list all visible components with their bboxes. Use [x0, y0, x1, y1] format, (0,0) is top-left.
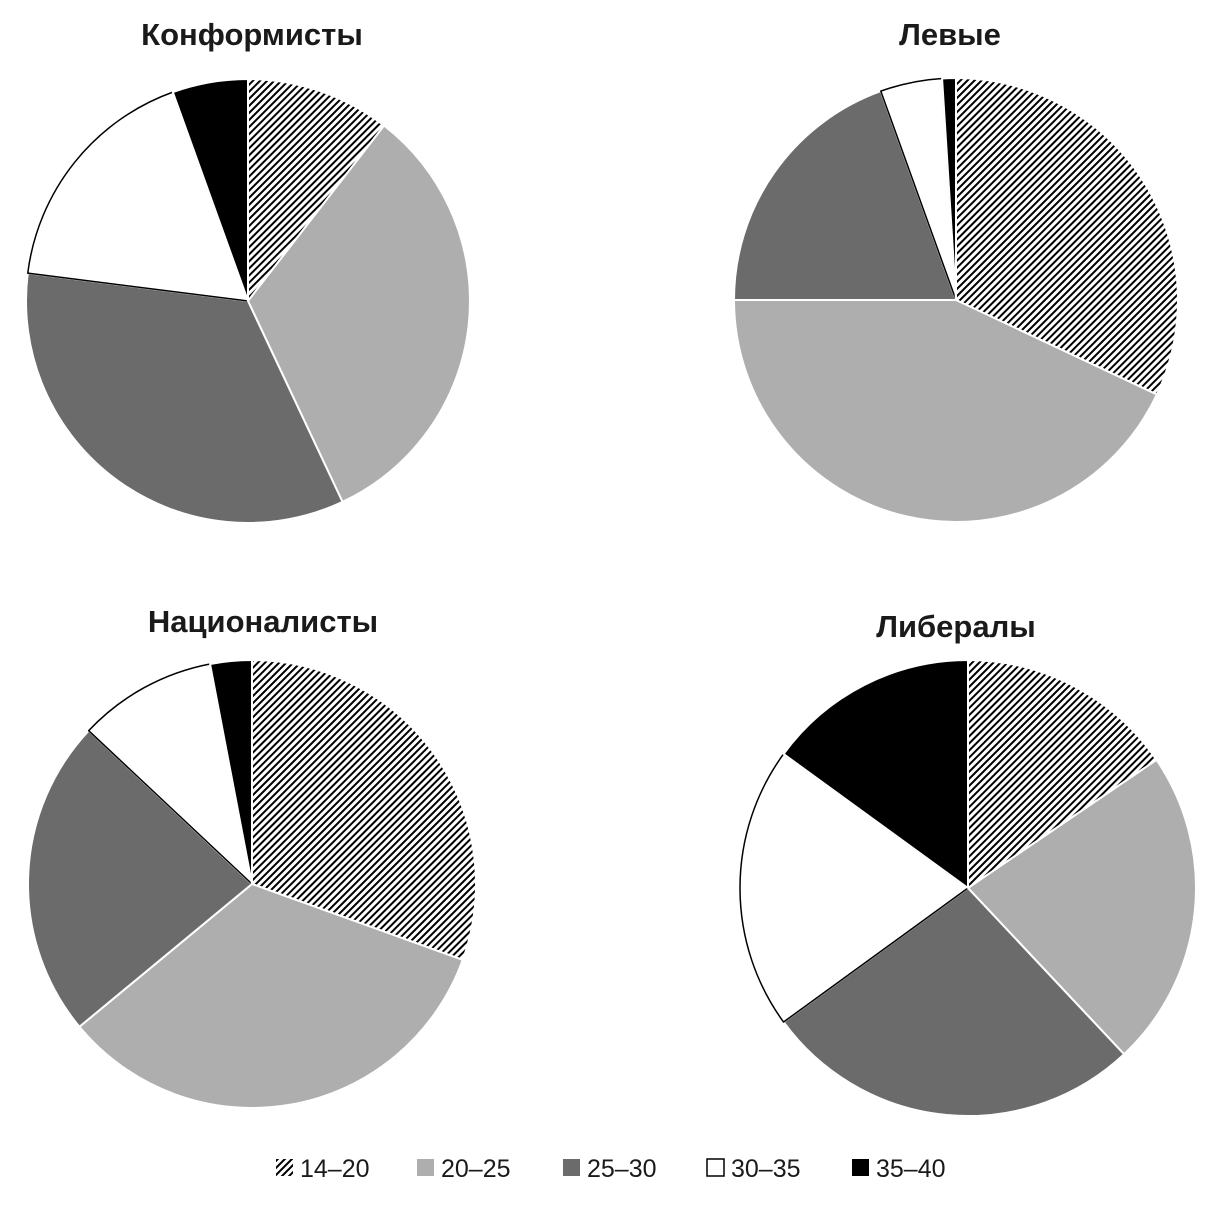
slice-14-20: [247, 78, 386, 302]
slice-25-30: [782, 887, 1126, 1117]
slice-30-35: [87, 663, 253, 885]
chart-title: Конформисты: [141, 17, 363, 52]
pie-slices: [739, 659, 1197, 1117]
legend-label: 25–30: [587, 1155, 657, 1183]
slice-20-25: [733, 299, 1158, 523]
pie-chart-left: Левые: [733, 17, 1179, 523]
legend-label: 20–25: [441, 1155, 511, 1183]
slice-14-20: [967, 659, 1158, 889]
slice-14-20: [955, 77, 1179, 396]
slice-30-35: [739, 753, 969, 1023]
legend-swatch-14-20: [276, 1159, 293, 1176]
legend-swatch-20-25: [417, 1159, 434, 1176]
chart-title: Левые: [899, 17, 1001, 52]
chart-title: Либералы: [876, 609, 1036, 644]
slice-25-30: [25, 272, 344, 524]
pie-slices: [25, 78, 471, 524]
pie-chart-conformists: Конформисты: [25, 17, 471, 524]
chart-title: Националисты: [148, 604, 378, 639]
slice-20-25: [967, 758, 1197, 1056]
legend-swatch-25-30: [563, 1159, 580, 1176]
slice-20-25: [78, 883, 464, 1109]
slice-25-30: [27, 729, 253, 1028]
slice-20-25: [247, 124, 471, 503]
slice-35-40: [171, 78, 249, 302]
slice-35-40: [782, 659, 969, 889]
legend-label: 14–20: [300, 1155, 370, 1183]
pie-chart-nationalists: Националисты: [27, 604, 477, 1109]
legend-swatch-35-40: [852, 1159, 869, 1176]
pie-slices: [733, 77, 1179, 523]
legend-label: 30–35: [731, 1155, 801, 1183]
legend: 14–20 20–25 25–30 30–35 35–40: [276, 1155, 946, 1183]
slice-30-35: [27, 91, 249, 302]
slice-14-20: [251, 659, 477, 961]
pie-chart-liberals: Либералы: [739, 609, 1197, 1117]
slice-35-40: [209, 659, 253, 885]
slice-35-40: [941, 77, 957, 301]
pie-slices: [27, 659, 477, 1109]
slice-25-30: [733, 90, 957, 301]
legend-label: 35–40: [876, 1155, 946, 1183]
legend-swatch-30-35: [706, 1158, 725, 1177]
